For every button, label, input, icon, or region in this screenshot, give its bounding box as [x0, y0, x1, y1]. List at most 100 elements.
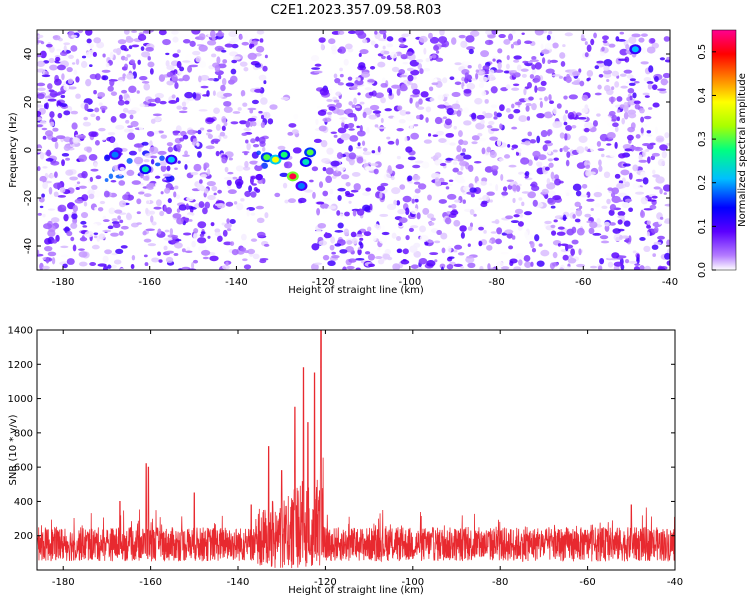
- heatmap-cell: [250, 43, 255, 48]
- heatmap-cell: [439, 30, 445, 36]
- heatmap-cell: [386, 136, 391, 140]
- heatmap-cell: [540, 249, 550, 257]
- heatmap-x-tick-label: -40: [662, 277, 678, 288]
- heatmap-cell: [664, 218, 670, 224]
- heatmap-cell: [328, 38, 336, 45]
- heatmap-cell: [165, 175, 175, 182]
- heatmap-cell: [243, 264, 252, 270]
- heatmap-cell: [206, 180, 216, 187]
- heatmap-cell: [70, 110, 79, 115]
- heatmap-cell: [548, 31, 553, 35]
- heatmap-cell: [446, 211, 451, 215]
- heatmap-cell: [166, 165, 171, 172]
- heatmap-cell: [174, 242, 183, 249]
- heatmap-cell: [435, 57, 444, 62]
- heatmap-y-tick-label: -20: [23, 190, 34, 206]
- heatmap-cell: [99, 105, 108, 111]
- heatmap-cell: [518, 197, 523, 201]
- heatmap-cell: [210, 222, 215, 227]
- heatmap-cell: [37, 93, 45, 100]
- heatmap-cell: [473, 213, 477, 217]
- heatmap-cell: [47, 98, 57, 102]
- heatmap-cell: [552, 149, 558, 153]
- heatmap-cell: [64, 116, 69, 122]
- heatmap-cell: [193, 163, 202, 172]
- heatmap-cell: [226, 228, 232, 232]
- heatmap-cell: [107, 225, 114, 230]
- heatmap-cell: [351, 172, 361, 177]
- heatmap-cell: [624, 181, 630, 188]
- heatmap-cell: [646, 231, 650, 237]
- heatmap-cell: [512, 197, 516, 204]
- heatmap-cell: [361, 140, 366, 146]
- heatmap-cell: [37, 249, 40, 255]
- heatmap-cell: [80, 211, 89, 219]
- heatmap-cell: [368, 91, 374, 96]
- heatmap-cell: [529, 139, 537, 144]
- heatmap-cell: [617, 210, 626, 217]
- heatmap-cell: [624, 198, 633, 203]
- heatmap-cell: [88, 193, 95, 200]
- heatmap-cell: [453, 219, 461, 227]
- heatmap-cell: [645, 148, 650, 152]
- heatmap-cell: [454, 81, 462, 86]
- heatmap-cell: [178, 110, 188, 114]
- heatmap-cell: [468, 48, 474, 55]
- heatmap-cell: [592, 120, 598, 127]
- heatmap-cell: [298, 197, 307, 204]
- heatmap-cell: [576, 162, 586, 169]
- heatmap-cell: [262, 111, 271, 119]
- heatmap-cell: [337, 222, 344, 229]
- heatmap-cell: [664, 132, 670, 139]
- heatmap-cell: [482, 111, 487, 115]
- heatmap-cell: [394, 184, 400, 188]
- heatmap-cell: [487, 74, 496, 82]
- heatmap-cell: [534, 75, 541, 83]
- heatmap-cell: [606, 78, 610, 83]
- heatmap-cell: [142, 230, 147, 236]
- heatmap-cell: [225, 201, 234, 207]
- heatmap-cell: [514, 101, 522, 106]
- heatmap-cell: [461, 148, 467, 153]
- heatmap-cell: [337, 127, 347, 134]
- heatmap-cell: [129, 59, 136, 65]
- heatmap-cell: [511, 235, 516, 240]
- heatmap-cell: [69, 114, 79, 121]
- heatmap-cell: [639, 265, 645, 270]
- heatmap-cell: [37, 166, 41, 172]
- heatmap-cell: [39, 120, 47, 125]
- heatmap-cell: [185, 54, 193, 62]
- heatmap-cell: [160, 134, 168, 139]
- heatmap-cell: [540, 130, 548, 138]
- heatmap-cell: [85, 51, 93, 58]
- heatmap-cell: [130, 120, 139, 128]
- heatmap-cell: [317, 222, 327, 229]
- heatmap-cell: [611, 70, 619, 77]
- heatmap-cell: [633, 266, 640, 270]
- heatmap-cell: [520, 68, 529, 72]
- heatmap-cell: [374, 256, 383, 260]
- heatmap-cell: [594, 202, 601, 208]
- heatmap-cell: [564, 244, 574, 249]
- heatmap-cell: [646, 46, 656, 54]
- colorbar-tick-label: 0.5: [697, 44, 708, 60]
- heatmap-cell: [642, 143, 651, 147]
- heatmap-cell: [513, 108, 521, 114]
- heatmap-cell: [343, 123, 349, 129]
- heatmap-cell: [366, 126, 370, 134]
- heatmap-cell: [602, 35, 609, 41]
- heatmap-cell: [666, 142, 670, 146]
- heatmap-cell: [330, 45, 337, 52]
- heatmap-cell: [336, 210, 341, 216]
- heatmap-cell: [184, 150, 188, 156]
- heatmap-cell: [662, 72, 670, 79]
- heatmap-cell: [413, 124, 419, 127]
- heatmap-panel: -180 -160 -140 -120 -100 -80 -60 -40 -40-200204…: [8, 29, 678, 296]
- heatmap-x-tick-label: -100: [399, 277, 422, 288]
- heatmap-cell: [633, 146, 643, 152]
- heatmap-cell: [416, 106, 425, 110]
- heatmap-cell: [129, 114, 134, 120]
- heatmap-cell: [397, 51, 402, 55]
- heatmap-cell: [647, 107, 653, 110]
- heatmap-cell: [37, 74, 41, 81]
